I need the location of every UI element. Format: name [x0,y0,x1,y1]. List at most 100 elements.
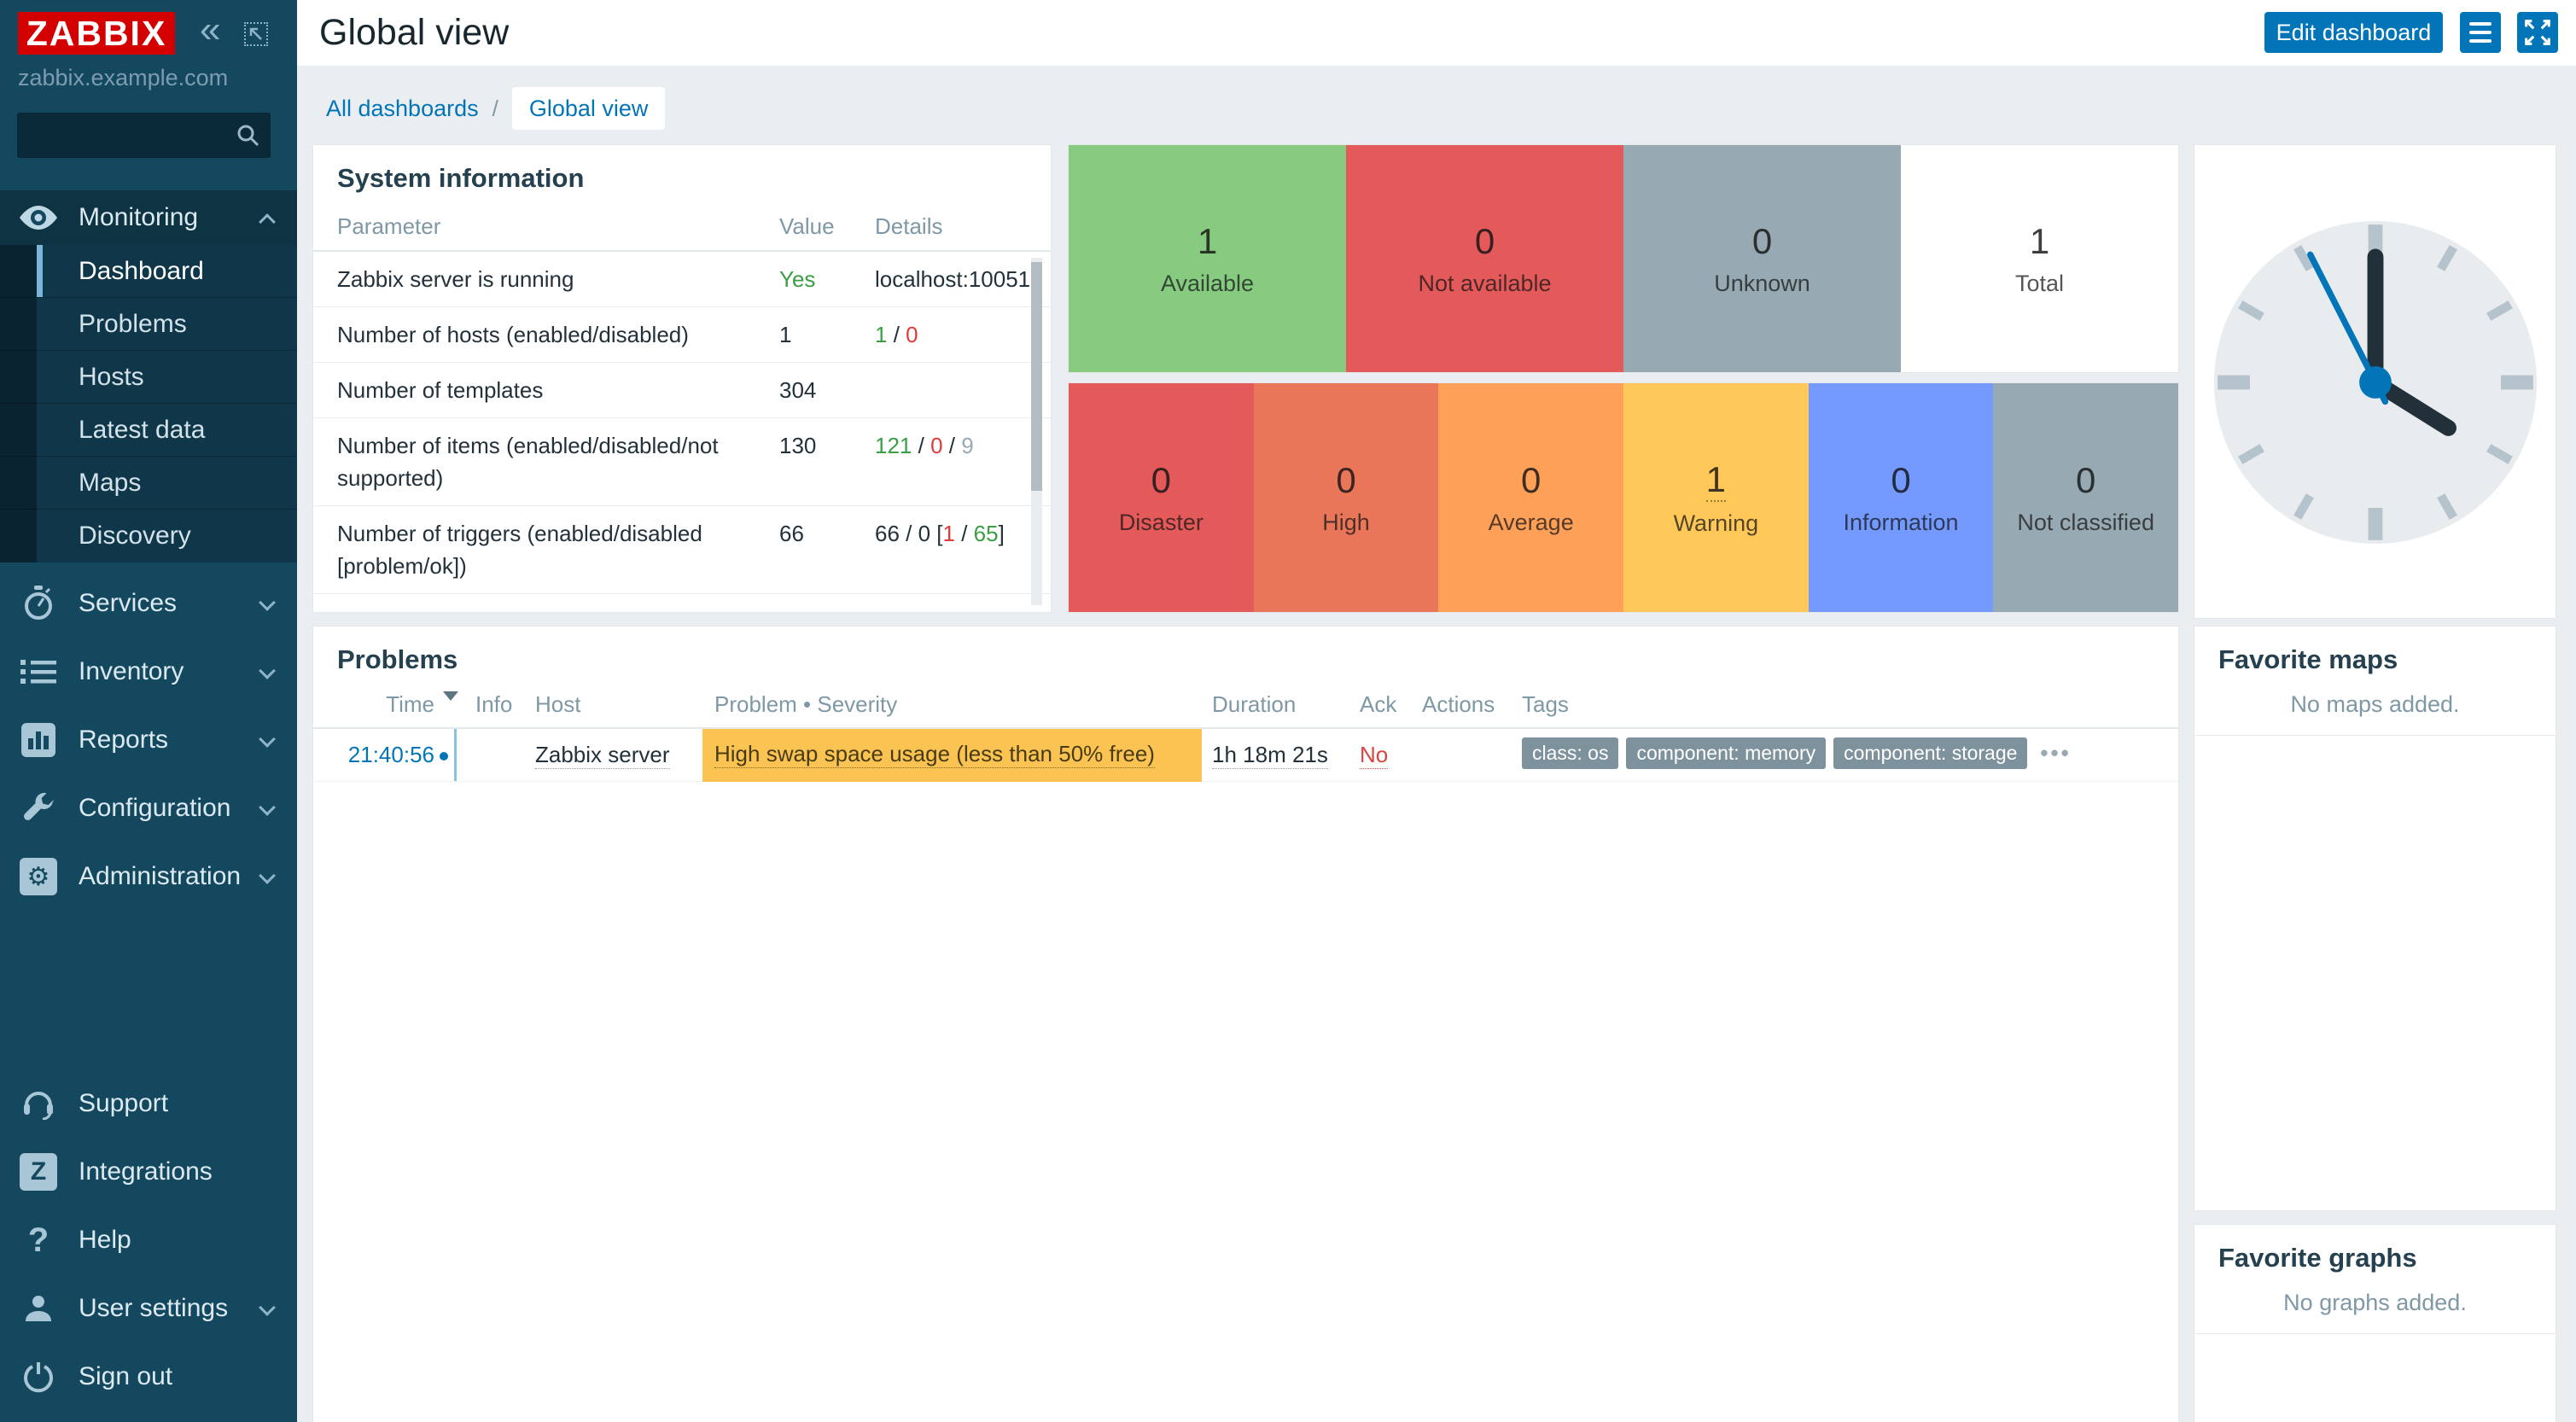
submenu-label: Dashboard [79,257,204,285]
submenu-label: Discovery [79,522,191,550]
problem-duration-link[interactable]: 1h 18m 21s [1212,742,1328,769]
sidebar-item-sign-out[interactable]: Sign out [0,1349,297,1404]
sidebar-item-latest-data[interactable]: Latest data [0,404,297,457]
problem-ack-link[interactable]: No [1360,742,1389,769]
chevron-down-icon [259,1299,276,1316]
fullscreen-button[interactable] [2517,12,2558,53]
search-icon[interactable] [236,123,261,149]
availability-block-total: 1 Total [1901,145,2178,372]
severity-block-information: 0 Information [1808,383,1994,612]
column-duration: Duration [1212,691,1297,717]
breadcrumb-all-dashboards[interactable]: All dashboards [326,95,479,121]
problems-by-severity-widget: 0 Disaster 0 High 0 Average 1 Warning 0 … [1068,382,2179,613]
table-row: Zabbix server is running Yes localhost:1… [313,252,1051,307]
label: Average [1488,509,1574,535]
nav-item-inventory[interactable]: Inventory [0,644,297,699]
favorite-maps-widget: Favorite maps No maps added. [2194,626,2556,1211]
arrow-up-left-icon [249,27,262,40]
nav-label: User settings [79,1294,229,1322]
main-nav: Monitoring Dashboard Problems Hosts Late… [0,190,297,904]
chevron-down-icon [259,799,276,816]
divider [2194,1333,2556,1334]
monitoring-submenu: Dashboard Problems Hosts Latest data Map… [0,245,297,562]
sidebar-item-problems[interactable]: Problems [0,298,297,351]
nav-label: Help [79,1226,131,1254]
count: 0 [1474,220,1495,261]
problem-host-link[interactable]: Zabbix server [535,742,670,769]
column-ack: Ack [1360,691,1397,717]
fullscreen-icon [2525,20,2550,45]
zabbix-logo[interactable]: ZABBIX [18,12,175,55]
breadcrumb-current[interactable]: Global view [511,87,666,130]
sidebar-item-dashboard[interactable]: Dashboard [0,245,297,298]
scrollbar-track[interactable] [1031,258,1042,605]
count: 0 [1521,459,1542,500]
sidebar-pin-icon[interactable] [244,22,268,46]
nav-item-monitoring[interactable]: Monitoring [0,190,297,245]
availability-block-not-available: 0 Not available [1346,145,1623,372]
count-link[interactable]: 1 [1705,459,1727,502]
sidebar-item-hosts[interactable]: Hosts [0,351,297,404]
z-square-icon: Z [17,1153,60,1191]
sidebar-item-integrations[interactable]: Z Integrations [0,1145,297,1199]
chevron-down-icon [259,594,276,611]
table-row: Number of triggers (enabled/disabled [pr… [313,506,1051,594]
problem-tags: class: os component: memory component: s… [1522,737,2072,769]
sidebar-item-discovery[interactable]: Discovery [0,510,297,562]
count: 0 [1151,459,1172,500]
label: High [1322,509,1370,535]
nav-label: Monitoring [79,203,199,231]
label: Available [1160,270,1255,296]
tag-badge: component: storage [1833,737,2028,769]
scrollbar-thumb[interactable] [1031,262,1042,491]
chevron-up-icon [259,213,276,230]
problem-row: 21:40:56 Zabbix server High swap space u… [313,729,2178,782]
sidebar: ZABBIX « zabbix.example.com [0,0,297,1422]
availability-block-available: 1 Available [1069,145,1346,372]
timeline-dot-icon [440,752,448,761]
table-row: Number of items (enabled/disabled/not su… [313,418,1051,506]
column-time-sort[interactable]: Time [386,691,434,717]
submenu-label: Hosts [79,363,144,391]
nav-item-administration[interactable]: ⚙ Administration [0,849,297,904]
divider [2194,735,2556,736]
widget-title: Problems [337,644,458,674]
server-name: zabbix.example.com [18,65,229,90]
count: 1 [1197,220,1218,261]
nav-item-configuration[interactable]: Configuration [0,781,297,836]
label: Not classified [2017,509,2154,535]
sidebar-footer-nav: Support Z Integrations ? Help [0,1076,297,1418]
problem-name-link[interactable]: High swap space usage (less than 50% fre… [714,741,1155,768]
sidebar-item-support[interactable]: Support [0,1076,297,1131]
column-info: Info [475,691,513,717]
nav-label: Integrations [79,1157,213,1186]
breadcrumb: All dashboards / Global view [326,86,666,131]
power-icon [17,1361,60,1393]
count: 0 [1891,459,1911,500]
sidebar-collapse-icon[interactable]: « [200,9,221,50]
system-information-widget: System information Parameter Value Detai… [312,144,1052,613]
widget-title: Favorite graphs [2218,1243,2417,1273]
label: Warning [1673,510,1759,536]
user-icon [17,1292,60,1325]
sidebar-item-maps[interactable]: Maps [0,457,297,510]
sidebar-item-help[interactable]: ? Help [0,1213,297,1268]
problem-severity-cell: High swap space usage (less than 50% fre… [702,729,1202,782]
column-tags: Tags [1522,691,1569,717]
search-input[interactable] [30,117,226,153]
count: 0 [1751,220,1773,261]
nav-label: Inventory [79,657,184,685]
dashboard-menu-button[interactable] [2460,12,2501,53]
nav-item-services[interactable]: Services [0,576,297,631]
more-tags-button[interactable]: ••• [2040,740,2072,766]
severity-block-high: 0 High [1253,383,1439,612]
analog-clock [2214,221,2537,544]
problem-time-link[interactable]: 21:40:56 [347,742,434,767]
label: Unknown [1714,270,1810,296]
nav-label: Sign out [79,1362,173,1390]
edit-dashboard-button[interactable]: Edit dashboard [2264,12,2443,53]
nav-item-reports[interactable]: Reports [0,713,297,767]
top-bar: Global view Edit dashboard [297,0,2576,66]
sidebar-item-user-settings[interactable]: User settings [0,1281,297,1336]
